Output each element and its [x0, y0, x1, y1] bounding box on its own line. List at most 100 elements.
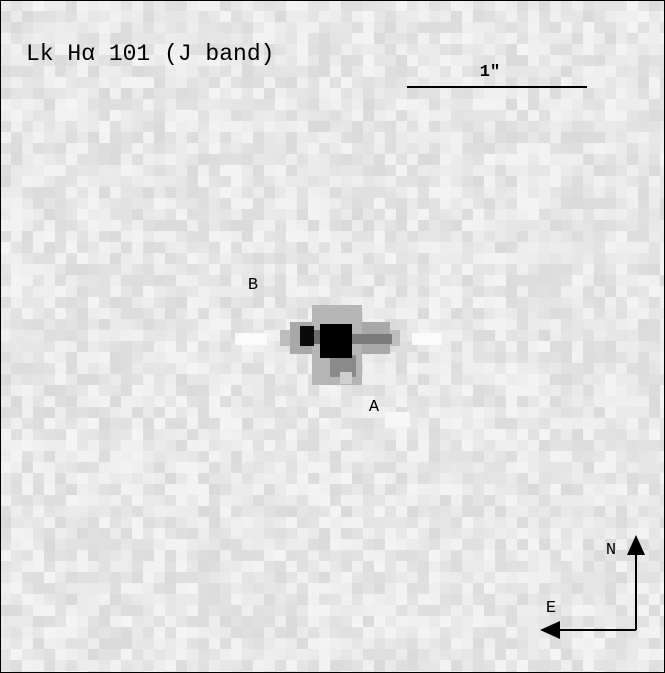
noise-pixel [539, 143, 550, 154]
noise-pixel [286, 231, 297, 242]
noise-pixel [605, 583, 616, 594]
noise-pixel [352, 638, 363, 649]
noise-pixel [88, 440, 99, 451]
noise-pixel [264, 517, 275, 528]
noise-pixel [583, 11, 594, 22]
noise-pixel [121, 308, 132, 319]
noise-pixel [583, 176, 594, 187]
noise-pixel [649, 319, 660, 330]
noise-pixel [143, 0, 154, 11]
noise-pixel [561, 572, 572, 583]
noise-pixel [209, 638, 220, 649]
noise-pixel [462, 495, 473, 506]
noise-pixel [440, 396, 451, 407]
noise-pixel [33, 253, 44, 264]
noise-pixel [506, 165, 517, 176]
noise-pixel [165, 187, 176, 198]
noise-pixel [638, 462, 649, 473]
noise-pixel [352, 55, 363, 66]
noise-pixel [572, 539, 583, 550]
noise-pixel [319, 462, 330, 473]
noise-pixel [462, 154, 473, 165]
noise-pixel [319, 616, 330, 627]
noise-pixel [66, 176, 77, 187]
noise-pixel [11, 385, 22, 396]
noise-pixel [99, 561, 110, 572]
noise-pixel [572, 638, 583, 649]
noise-pixel [341, 539, 352, 550]
noise-pixel [99, 473, 110, 484]
noise-pixel [561, 231, 572, 242]
noise-pixel [286, 583, 297, 594]
noise-pixel [44, 22, 55, 33]
noise-pixel [583, 385, 594, 396]
noise-pixel [0, 253, 11, 264]
noise-pixel [352, 176, 363, 187]
noise-pixel [198, 11, 209, 22]
noise-pixel [330, 253, 341, 264]
noise-pixel [550, 132, 561, 143]
noise-pixel [484, 638, 495, 649]
noise-pixel [473, 132, 484, 143]
noise-pixel [44, 330, 55, 341]
noise-pixel [528, 231, 539, 242]
noise-pixel [484, 132, 495, 143]
noise-pixel [121, 132, 132, 143]
noise-pixel [165, 154, 176, 165]
noise-pixel [22, 572, 33, 583]
noise-pixel [209, 605, 220, 616]
noise-pixel [341, 132, 352, 143]
noise-pixel [165, 11, 176, 22]
noise-pixel [77, 418, 88, 429]
noise-pixel [374, 528, 385, 539]
noise-pixel [583, 0, 594, 11]
noise-pixel [319, 572, 330, 583]
noise-pixel [0, 176, 11, 187]
noise-pixel [572, 0, 583, 11]
noise-pixel [242, 550, 253, 561]
noise-pixel [506, 308, 517, 319]
noise-pixel [473, 539, 484, 550]
noise-pixel [627, 231, 638, 242]
noise-pixel [495, 517, 506, 528]
noise-pixel [385, 561, 396, 572]
noise-pixel [198, 451, 209, 462]
noise-pixel [506, 275, 517, 286]
noise-pixel [649, 176, 660, 187]
noise-pixel [286, 66, 297, 77]
noise-pixel [616, 187, 627, 198]
noise-pixel [44, 341, 55, 352]
noise-pixel [363, 22, 374, 33]
noise-pixel [231, 627, 242, 638]
noise-pixel [253, 550, 264, 561]
noise-pixel [495, 297, 506, 308]
noise-pixel [407, 539, 418, 550]
noise-pixel [363, 550, 374, 561]
noise-pixel [286, 198, 297, 209]
noise-pixel [209, 0, 220, 11]
noise-pixel [506, 330, 517, 341]
noise-pixel [198, 616, 209, 627]
noise-pixel [121, 363, 132, 374]
noise-pixel [528, 374, 539, 385]
noise-pixel [341, 649, 352, 660]
noise-pixel [495, 539, 506, 550]
noise-pixel [154, 451, 165, 462]
noise-pixel [583, 561, 594, 572]
noise-pixel [99, 374, 110, 385]
noise-pixel [649, 297, 660, 308]
noise-pixel [55, 187, 66, 198]
noise-pixel [429, 209, 440, 220]
noise-pixel [616, 286, 627, 297]
noise-pixel [341, 638, 352, 649]
noise-pixel [154, 330, 165, 341]
noise-pixel [0, 374, 11, 385]
noise-pixel [583, 275, 594, 286]
noise-pixel [451, 407, 462, 418]
noise-pixel [231, 198, 242, 209]
noise-pixel [231, 132, 242, 143]
noise-pixel [572, 495, 583, 506]
noise-pixel [605, 440, 616, 451]
noise-pixel [231, 275, 242, 286]
noise-pixel [187, 0, 198, 11]
